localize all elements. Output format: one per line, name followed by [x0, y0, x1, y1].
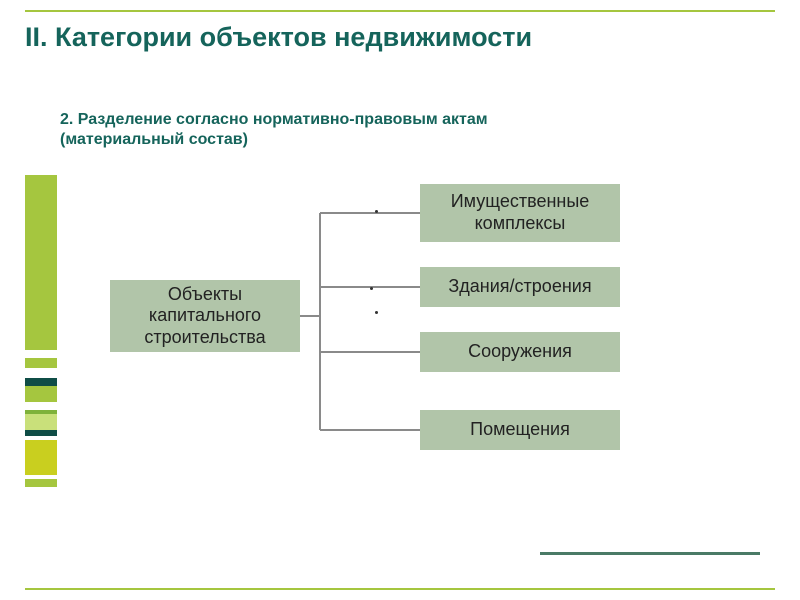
- parent-node: Объекты капитального строительства: [110, 280, 300, 352]
- connector: [320, 351, 420, 353]
- side-color-strip: [25, 175, 57, 505]
- connector: [320, 429, 420, 431]
- bottom-border: [25, 588, 775, 590]
- child-node-2: Сооружения: [420, 332, 620, 372]
- strip-band: [25, 402, 57, 410]
- strip-band: [25, 440, 57, 475]
- slide: II. Категории объектов недвижимости 2. Р…: [0, 0, 800, 600]
- dot: [370, 287, 373, 290]
- dot: [375, 210, 378, 213]
- dot: [375, 311, 378, 314]
- strip-band: [25, 350, 57, 358]
- strip-band: [25, 479, 57, 487]
- connector: [300, 315, 320, 317]
- child-node-3: Помещения: [420, 410, 620, 450]
- slide-subtitle: 2. Разделение согласно нормативно-правов…: [60, 110, 580, 150]
- strip-band: [25, 358, 57, 368]
- strip-band: [25, 378, 57, 386]
- strip-band: [25, 487, 57, 505]
- child-node-1: Здания/строения: [420, 267, 620, 307]
- strip-band: [25, 386, 57, 402]
- strip-band: [25, 414, 57, 430]
- connector: [320, 212, 420, 214]
- strip-band: [25, 368, 57, 378]
- footer-accent-line: [540, 552, 760, 555]
- slide-title: II. Категории объектов недвижимости: [25, 22, 585, 53]
- top-border: [25, 10, 775, 12]
- connector: [319, 213, 321, 430]
- strip-band: [25, 175, 57, 350]
- child-node-0: Имущественные комплексы: [420, 184, 620, 242]
